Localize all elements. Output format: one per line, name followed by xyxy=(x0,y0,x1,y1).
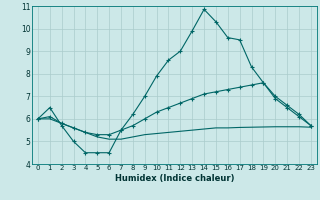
X-axis label: Humidex (Indice chaleur): Humidex (Indice chaleur) xyxy=(115,174,234,183)
